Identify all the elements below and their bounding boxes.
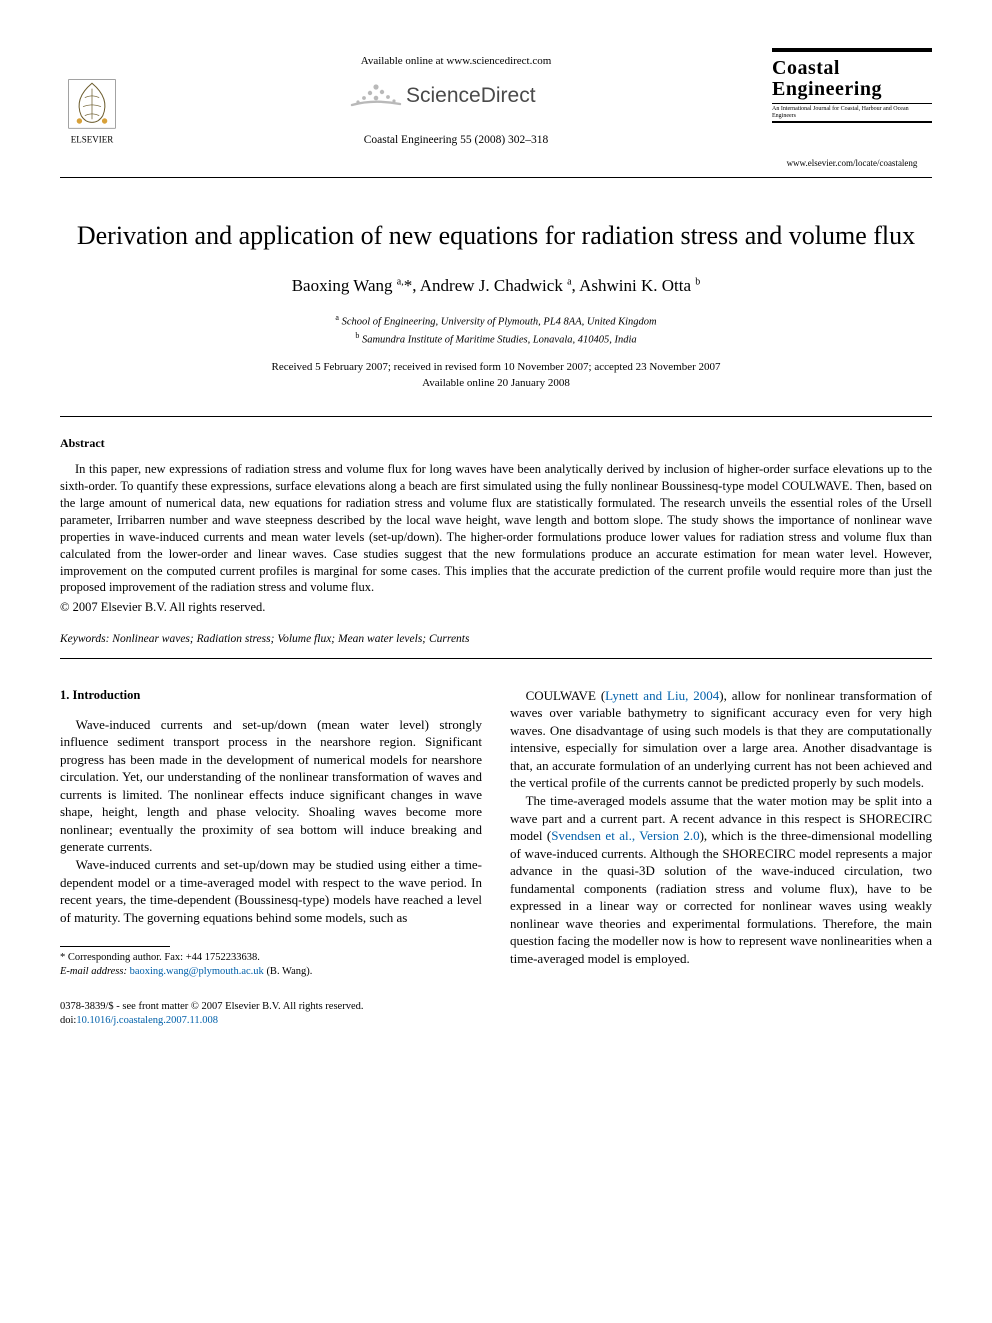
footer-meta: 0378-3839/$ - see front matter © 2007 El… bbox=[60, 1000, 482, 1028]
right-column: COULWAVE (Lynett and Liu, 2004), allow f… bbox=[510, 687, 932, 1028]
publisher-block: ELSEVIER bbox=[60, 48, 140, 153]
keywords-rule bbox=[60, 658, 932, 659]
history-online: Available online 20 January 2008 bbox=[60, 376, 932, 392]
abstract-text: In this paper, new expressions of radiat… bbox=[60, 461, 932, 596]
header: ELSEVIER Available online at www.science… bbox=[60, 48, 932, 169]
abstract: Abstract In this paper, new expressions … bbox=[60, 435, 932, 616]
article-history: Received 5 February 2007; received in re… bbox=[60, 360, 932, 392]
corresponding-author: * Corresponding author. Fax: +44 1752233… bbox=[60, 951, 482, 965]
journal-subtitle: An International Journal for Coastal, Ha… bbox=[772, 103, 932, 123]
doi-link[interactable]: 10.1016/j.coastaleng.2007.11.008 bbox=[76, 1015, 218, 1026]
journal-title-line1: Coastal bbox=[772, 57, 840, 79]
elsevier-logo-icon: ELSEVIER bbox=[60, 76, 124, 148]
sciencedirect-logo: ScienceDirect bbox=[346, 77, 566, 116]
history-received: Received 5 February 2007; received in re… bbox=[60, 360, 932, 376]
affil-marker: b bbox=[355, 331, 359, 340]
doi-label: doi: bbox=[60, 1015, 76, 1026]
keywords-label: Keywords: bbox=[60, 633, 109, 645]
footnote-rule bbox=[60, 946, 170, 947]
title-block: Derivation and application of new equati… bbox=[60, 220, 932, 392]
abstract-heading: Abstract bbox=[60, 435, 932, 451]
affil-marker: a bbox=[335, 313, 339, 322]
keywords-list: Nonlinear waves; Radiation stress; Volum… bbox=[112, 633, 469, 645]
footnotes: * Corresponding author. Fax: +44 1752233… bbox=[60, 951, 482, 979]
article-title: Derivation and application of new equati… bbox=[60, 220, 932, 253]
email-label: E-mail address: bbox=[60, 966, 127, 977]
email-who: (B. Wang). bbox=[266, 966, 312, 977]
abstract-copyright: © 2007 Elsevier B.V. All rights reserved… bbox=[60, 599, 932, 616]
body-paragraph: The time-averaged models assume that the… bbox=[510, 792, 932, 967]
journal-reference: Coastal Engineering 55 (2008) 302–318 bbox=[140, 133, 772, 149]
affiliations: a School of Engineering, University of P… bbox=[60, 312, 932, 349]
authors: Baoxing Wang a,*, Andrew J. Chadwick a, … bbox=[60, 275, 932, 298]
available-online-text: Available online at www.sciencedirect.co… bbox=[140, 54, 772, 69]
header-center: Available online at www.sciencedirect.co… bbox=[140, 48, 772, 149]
keywords: Keywords: Nonlinear waves; Radiation str… bbox=[60, 632, 932, 648]
affiliation-b: Samundra Institute of Maritime Studies, … bbox=[362, 335, 637, 346]
svg-text:ELSEVIER: ELSEVIER bbox=[71, 135, 114, 145]
body-paragraph: Wave-induced currents and set-up/down ma… bbox=[60, 856, 482, 926]
front-matter: 0378-3839/$ - see front matter © 2007 El… bbox=[60, 1000, 482, 1014]
body-paragraph: Wave-induced currents and set-up/down (m… bbox=[60, 716, 482, 856]
section-heading: 1. Introduction bbox=[60, 687, 482, 704]
body: 1. Introduction Wave-induced currents an… bbox=[60, 687, 932, 1028]
journal-box: Coastal Engineering An International Jou… bbox=[772, 48, 932, 169]
title-rule bbox=[60, 416, 932, 417]
header-rule bbox=[60, 177, 932, 178]
journal-title-line2: Engineering bbox=[772, 78, 882, 100]
svg-text:ScienceDirect: ScienceDirect bbox=[406, 84, 536, 107]
body-paragraph: COULWAVE (Lynett and Liu, 2004), allow f… bbox=[510, 687, 932, 792]
left-column: 1. Introduction Wave-induced currents an… bbox=[60, 687, 482, 1028]
email-link[interactable]: baoxing.wang@plymouth.ac.uk bbox=[130, 966, 264, 977]
journal-url: www.elsevier.com/locate/coastaleng bbox=[772, 157, 932, 169]
affiliation-a: School of Engineering, University of Ply… bbox=[342, 316, 657, 327]
citation-link[interactable]: Lynett and Liu, 2004 bbox=[605, 688, 719, 703]
citation-link[interactable]: Svendsen et al., Version 2.0 bbox=[551, 828, 699, 843]
